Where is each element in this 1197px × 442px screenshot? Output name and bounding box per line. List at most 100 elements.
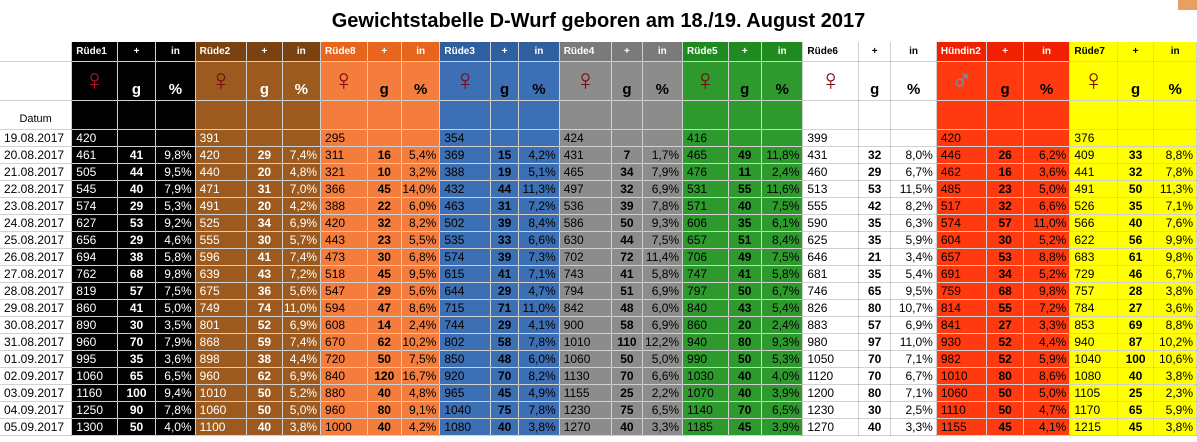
date-cell: 19.08.2017	[0, 129, 73, 147]
gain-cell: 90	[117, 401, 157, 419]
percent-cell: 7,4%	[282, 333, 322, 351]
weight-cell: 965	[439, 384, 491, 402]
date-cell: 20.08.2017	[0, 146, 73, 164]
gain-cell: 52	[246, 316, 283, 334]
gain-cell: 44	[117, 163, 157, 181]
blank-cell	[802, 100, 859, 130]
weight-cell: 431	[559, 146, 613, 164]
weight-cell: 747	[682, 265, 729, 283]
weight-cell: 574	[439, 248, 491, 266]
gain-cell: 33	[490, 231, 520, 249]
gain-cell: 20	[246, 163, 283, 181]
male-symbol-icon: ♂	[936, 61, 988, 101]
female-symbol-icon: ♀	[439, 61, 491, 101]
weight-cell: 513	[802, 180, 859, 198]
weight-cell: 502	[439, 214, 491, 232]
weight-cell: 880	[320, 384, 368, 402]
table-row: 27.08.2017 762 68 9,8% 639 43 7,2% 518 45 9,5% 615…	[0, 265, 1197, 283]
weight-cell: 1230	[802, 401, 859, 419]
gain-cell: 56	[1117, 231, 1155, 249]
gain-cell: 70	[858, 367, 892, 385]
percent-cell: 6,9%	[282, 367, 322, 385]
weight-cell: 1250	[71, 401, 118, 419]
weight-cell: 354	[439, 129, 491, 147]
blank-cell	[367, 100, 402, 130]
percent-cell: 4,8%	[401, 384, 441, 402]
header-in: in	[401, 42, 441, 62]
weight-cell: 1010	[936, 367, 988, 385]
percent-cell: 3,8%	[518, 418, 560, 436]
gain-cell: 70	[858, 350, 892, 368]
gain-cell: 32	[1117, 163, 1155, 181]
percent-cell: 8,2%	[401, 214, 441, 232]
weight-cell: 814	[936, 299, 988, 317]
percent-cell: 3,6%	[155, 350, 196, 368]
percent-cell: 4,0%	[155, 418, 196, 436]
female-symbol-icon: ♀	[1069, 61, 1118, 101]
gain-cell: 38	[117, 248, 157, 266]
weight-cell: 1270	[802, 418, 859, 436]
gain-cell: 25	[611, 384, 643, 402]
weight-cell: 883	[802, 316, 859, 334]
gain-cell: 58	[611, 316, 643, 334]
weight-cell: 1070	[682, 384, 729, 402]
gain-cell: 30	[117, 316, 157, 334]
percent-cell: 9,8%	[1153, 248, 1197, 266]
gain-cell: 74	[246, 299, 283, 317]
weight-cell: 627	[71, 214, 118, 232]
gain-cell: 19	[490, 163, 520, 181]
weight-cell: 802	[439, 333, 491, 351]
female-symbol-icon: ♀	[559, 61, 613, 101]
gain-cell: 45	[367, 180, 402, 198]
date-cell: 02.09.2017	[0, 367, 73, 385]
table-row: 29.08.2017 860 41 5,0% 749 74 11,0% 594 47 8,6% 71…	[0, 299, 1197, 317]
gain-cell: 50	[611, 214, 643, 232]
gain-cell: 27	[986, 316, 1024, 334]
percent-cell: 4,8%	[282, 163, 322, 181]
table-row: 03.09.2017 1160 100 9,4% 1010 50 5,2% 880 40 4,8%…	[0, 384, 1197, 402]
percent-cell: 5,5%	[401, 231, 441, 249]
gain-cell: 14	[367, 316, 402, 334]
gain-cell: 53	[117, 214, 157, 232]
gain-cell: 75	[611, 401, 643, 419]
gain-cell: 100	[117, 384, 157, 402]
percent-cell: 11,0%	[518, 299, 560, 317]
weight-cell: 715	[439, 299, 491, 317]
gain-cell: 80	[728, 333, 762, 351]
weight-cell: 890	[71, 316, 118, 334]
percent-cell: 4,9%	[518, 384, 560, 402]
percent-cell: 6,5%	[155, 367, 196, 385]
percent-cell: 3,6%	[1023, 163, 1071, 181]
percent-cell: 11,0%	[890, 333, 937, 351]
weight-cell: 1110	[936, 401, 988, 419]
percent-cell: 6,0%	[518, 350, 560, 368]
header-plus: +	[986, 42, 1024, 62]
gain-cell: 40	[246, 418, 283, 436]
gain-cell: 45	[490, 384, 520, 402]
weight-cell: 1040	[439, 401, 491, 419]
gain-cell: 40	[858, 418, 892, 436]
unit-pct: %	[155, 61, 196, 101]
percent-cell: 2,3%	[1153, 384, 1197, 402]
weight-cell: 702	[559, 248, 613, 266]
gain-cell: 62	[246, 367, 283, 385]
corner-button[interactable]	[1178, 0, 1197, 10]
percent-cell: 6,5%	[761, 401, 804, 419]
weight-cell: 853	[1069, 316, 1118, 334]
weight-cell: 706	[682, 248, 729, 266]
unit-g: g	[246, 61, 283, 101]
gain-cell: 27	[1117, 299, 1155, 317]
unit-pct: %	[890, 61, 937, 101]
weight-cell: 590	[802, 214, 859, 232]
gain-cell: 48	[490, 350, 520, 368]
weight-cell: 460	[802, 163, 859, 181]
weight-cell: 574	[936, 214, 988, 232]
weight-cell: 311	[320, 146, 368, 164]
percent-cell: 5,8%	[155, 248, 196, 266]
weight-cell: 644	[439, 282, 491, 300]
percent-cell: 5,9%	[1153, 401, 1197, 419]
weight-cell: 526	[1069, 197, 1118, 215]
gain-cell: 41	[728, 265, 762, 283]
unit-g: g	[611, 61, 643, 101]
date-cell: 25.08.2017	[0, 231, 73, 249]
